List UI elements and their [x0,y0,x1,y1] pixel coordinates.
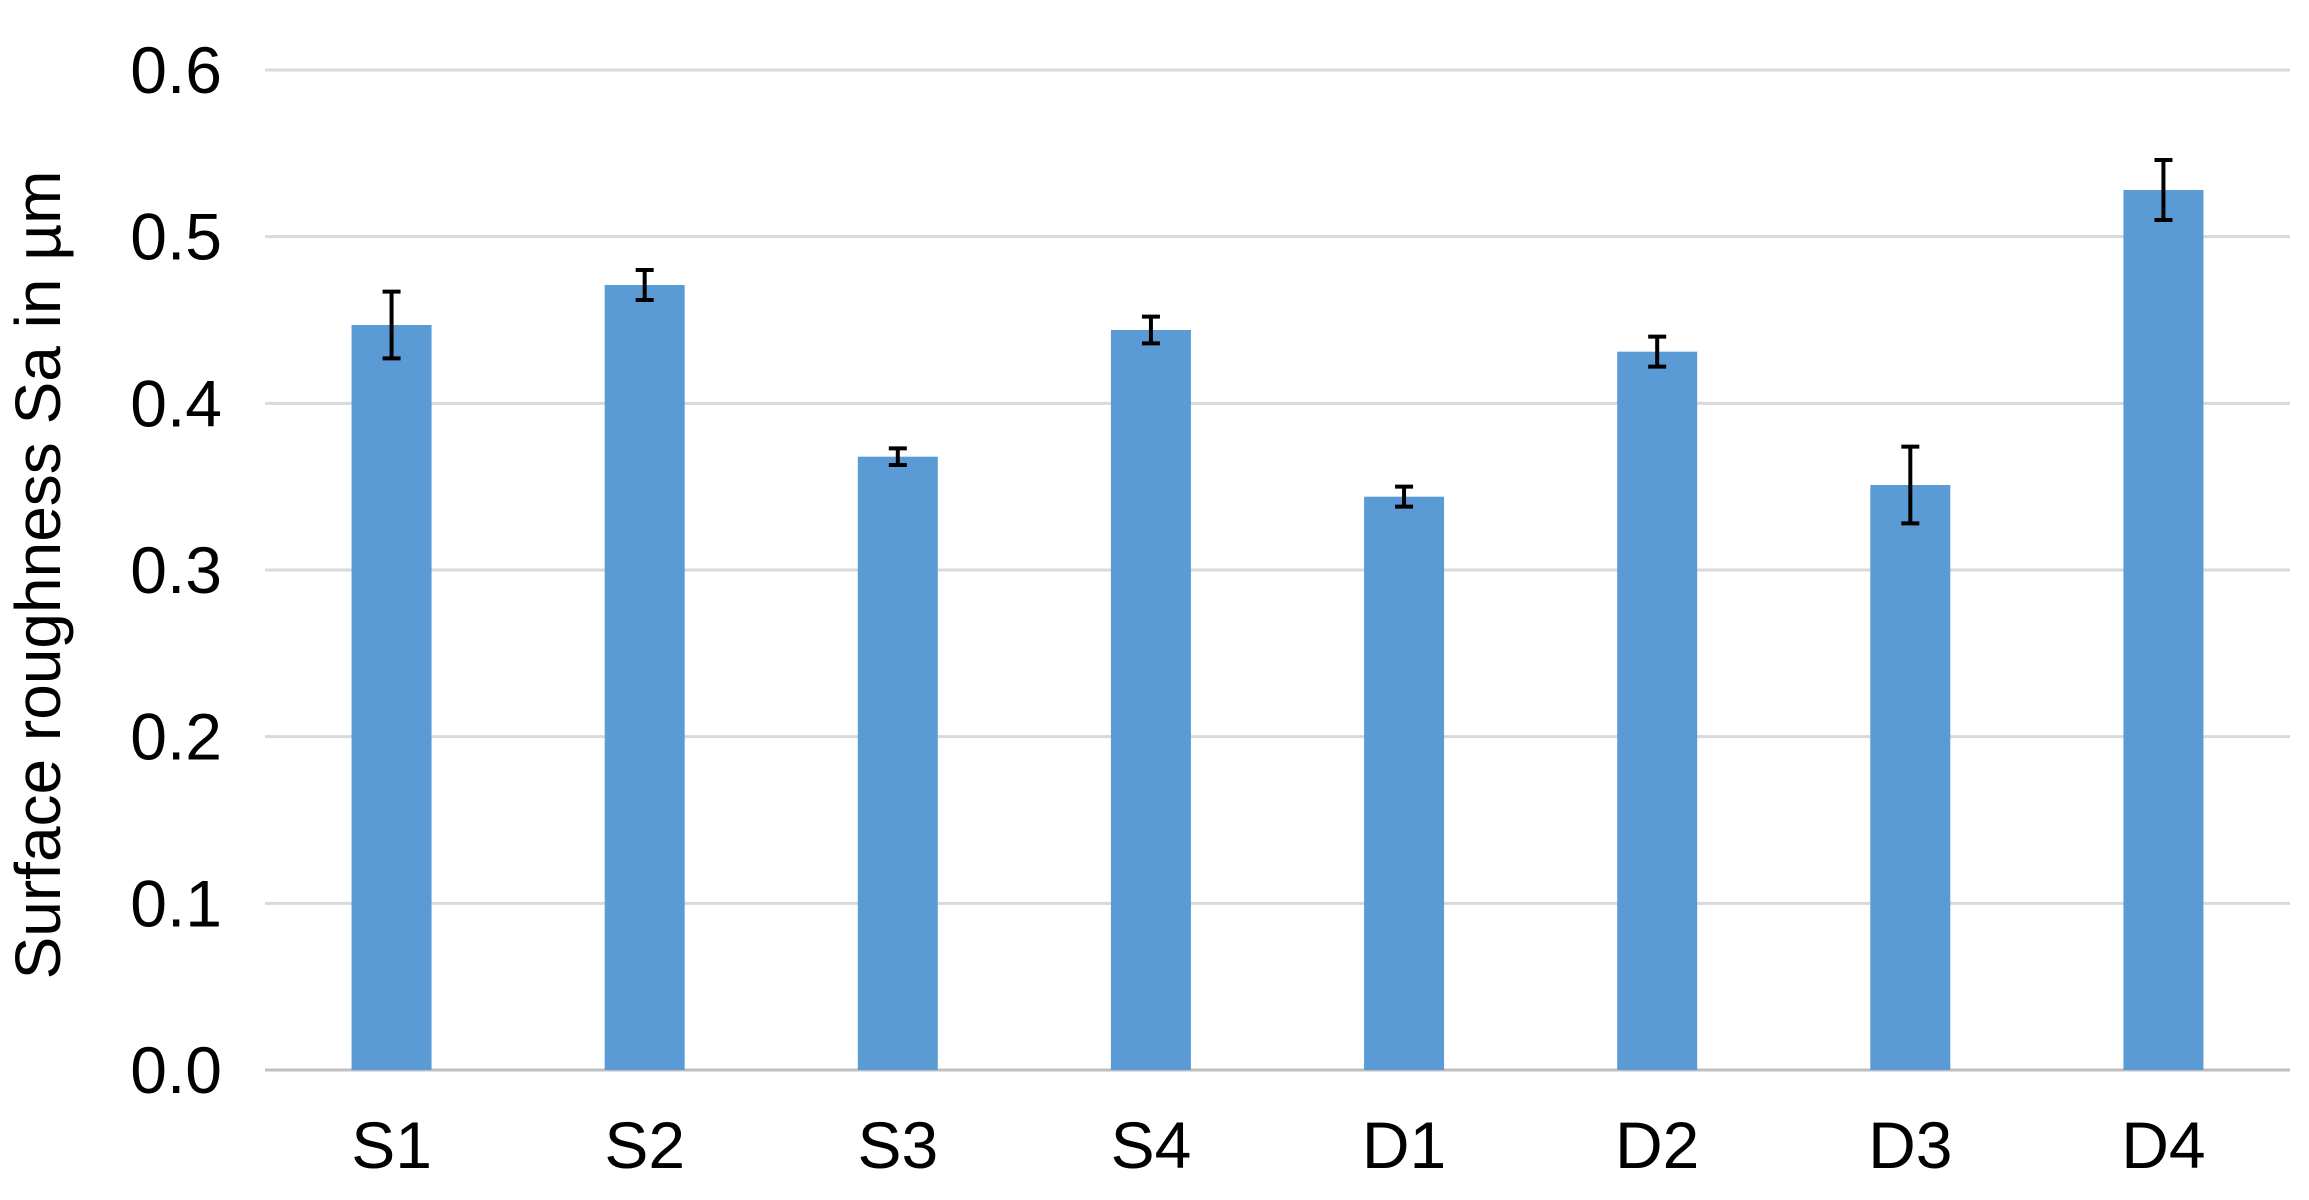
x-tick-label: D4 [2121,1108,2205,1182]
bars [351,190,2204,1071]
x-tick-label: D2 [1615,1108,1699,1182]
x-tick-label: S4 [1111,1108,1192,1182]
bar-s2 [604,285,685,1070]
error-bars [382,158,2173,526]
x-tick-label: S2 [604,1108,685,1182]
y-tick-labels: 0.0 0.1 0.2 0.3 0.4 0.5 0.6 [130,33,222,1107]
bar-s3 [857,456,938,1071]
y-tick-label: 0.0 [130,1033,222,1107]
bar-s4 [1110,330,1191,1070]
y-tick-label: 0.2 [130,700,222,774]
bar-d3 [1870,485,1951,1070]
x-tick-label: D1 [1362,1108,1446,1182]
x-tick-label: D3 [1868,1108,1952,1182]
bar-d2 [1617,351,1698,1071]
y-tick-label: 0.1 [130,866,222,940]
bar-d4 [2123,190,2204,1070]
x-tick-label: S3 [857,1108,938,1182]
bar-s1 [351,325,432,1070]
x-tick-labels: S1 S2 S3 S4 D1 D2 D3 D4 [351,1108,2205,1182]
y-tick-label: 0.3 [130,533,222,607]
x-tick-label: S1 [351,1108,432,1182]
gridlines [265,68,2290,1072]
y-axis-label: Surface roughness Sa in µm [2,171,74,980]
y-tick-label: 0.5 [130,200,222,274]
y-tick-label: 0.4 [130,366,222,440]
bar-d1 [1364,496,1445,1071]
y-tick-label: 0.6 [130,33,222,107]
